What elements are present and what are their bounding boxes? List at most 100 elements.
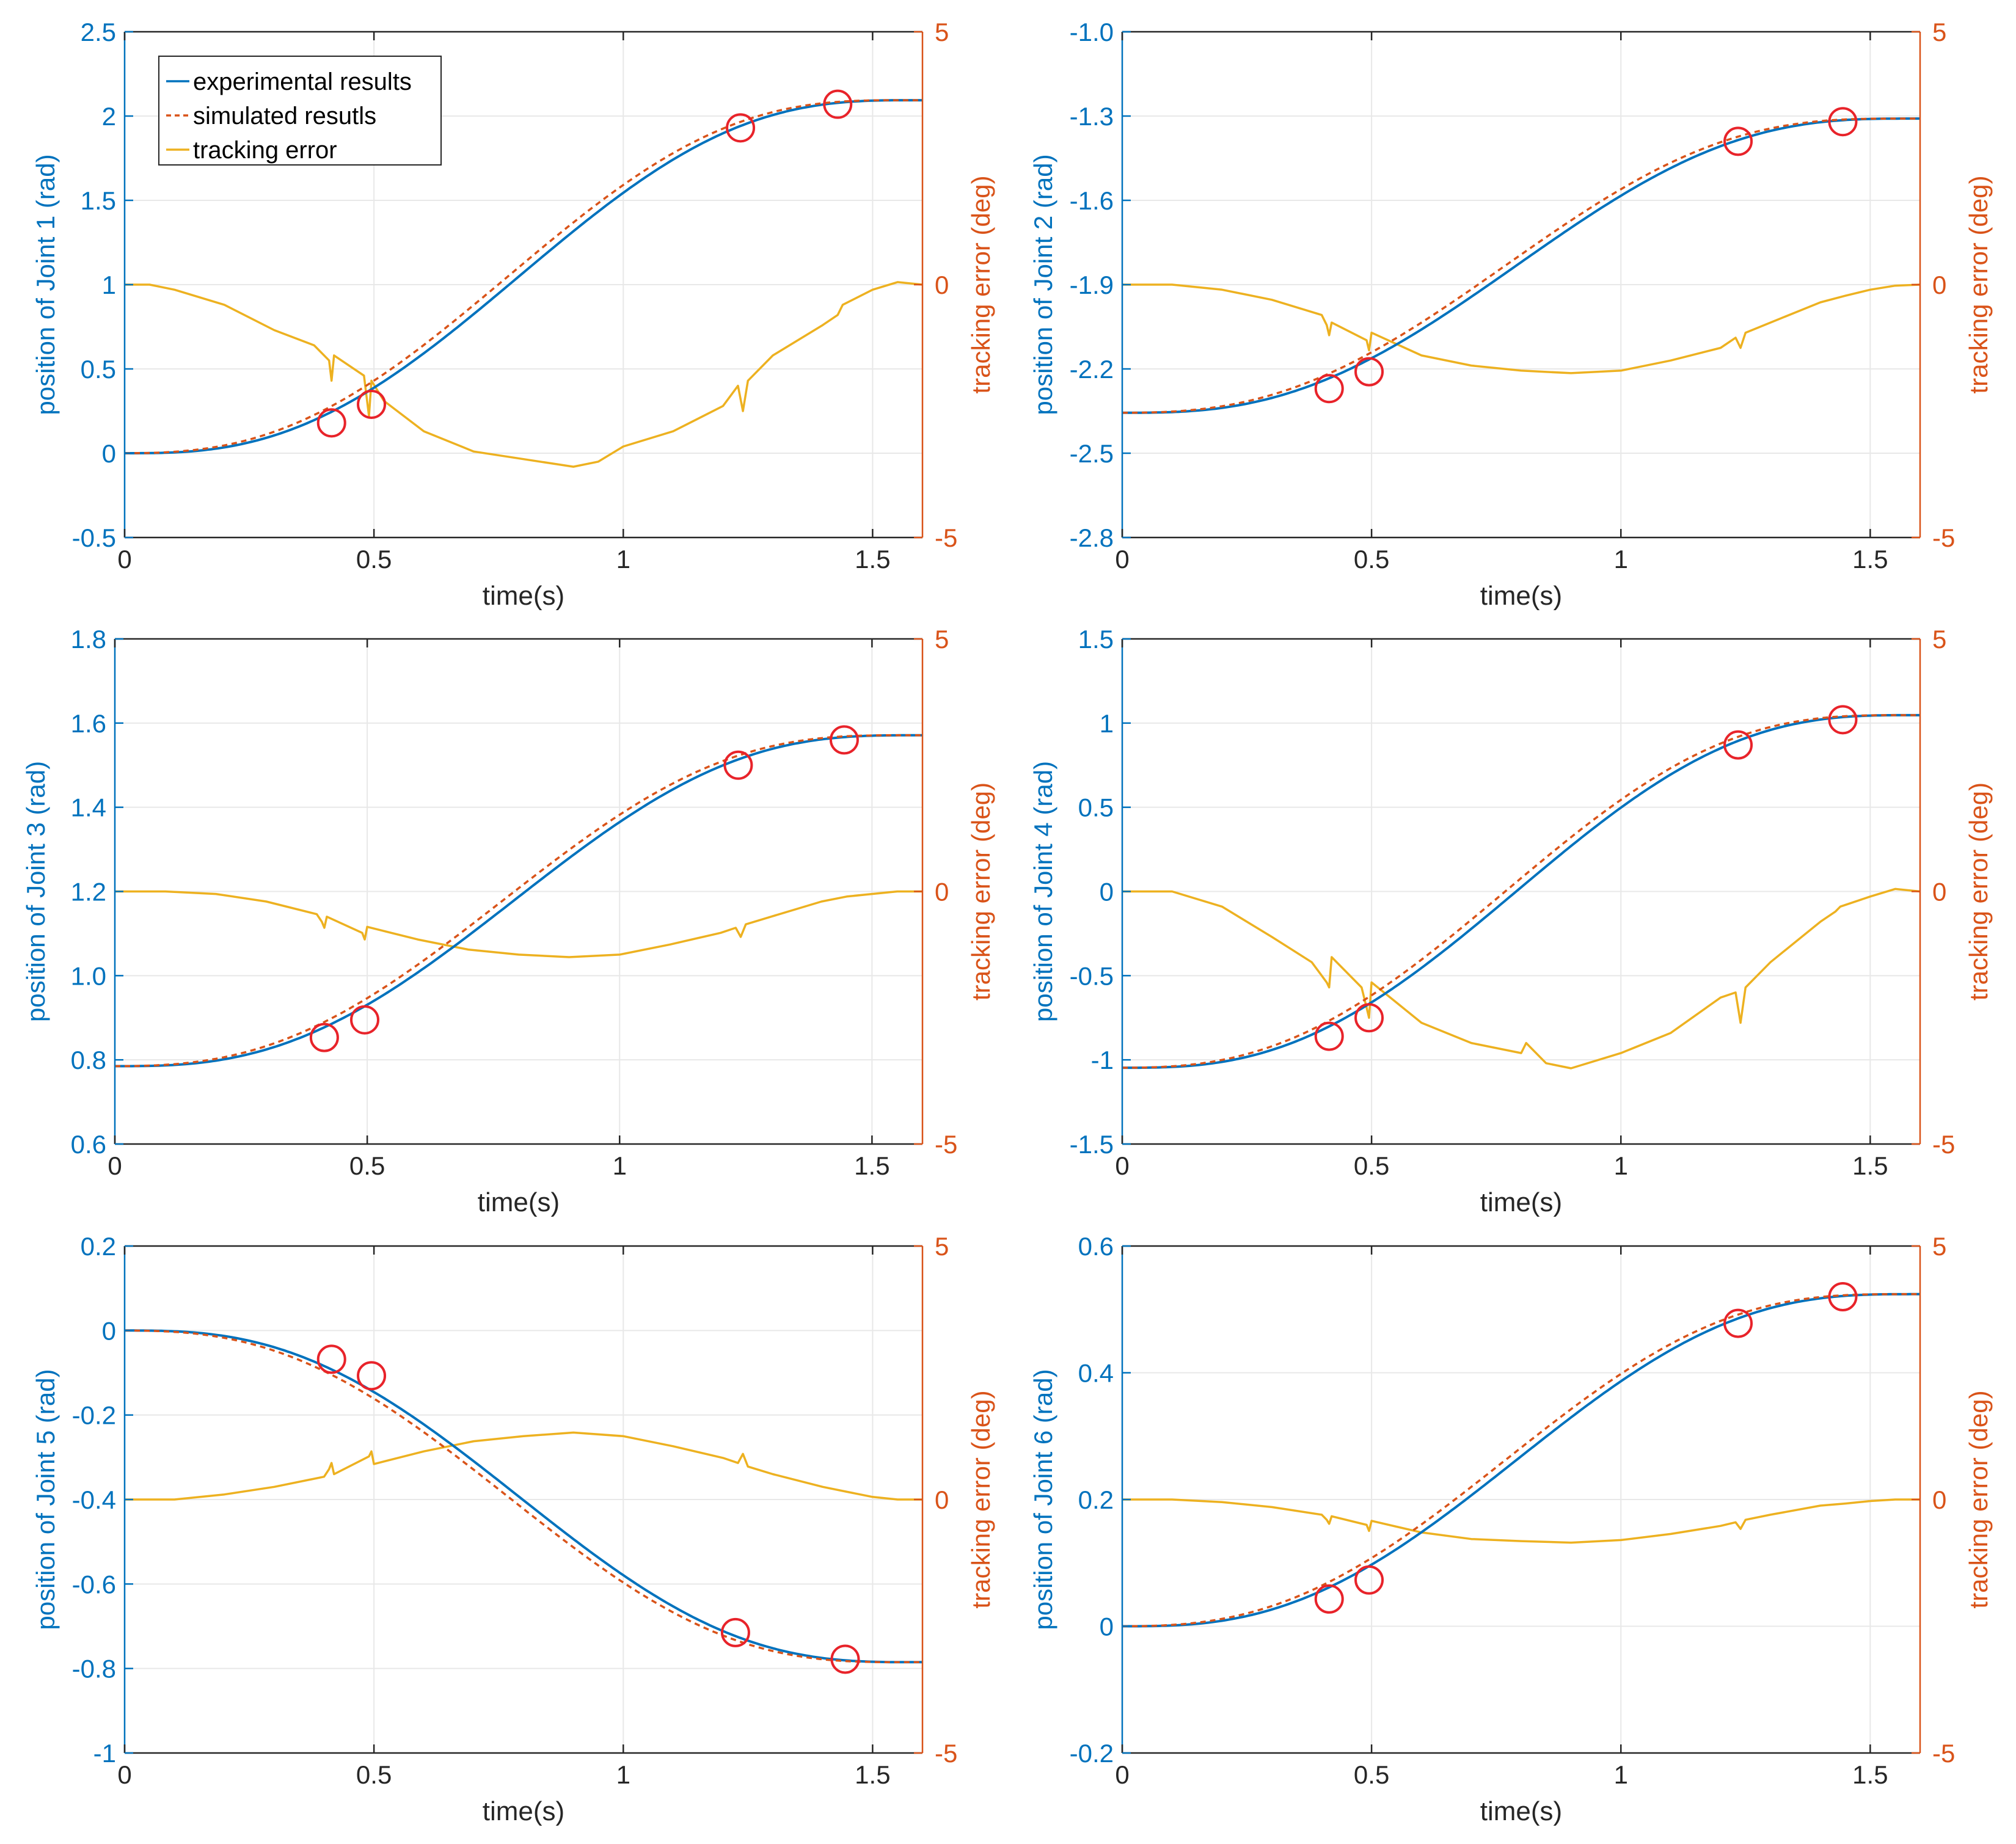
y-tick-label-right: 5 — [935, 1232, 949, 1261]
y-tick-label-left: 1.6 — [71, 709, 106, 738]
y-tick-label-left: 0.2 — [1078, 1485, 1114, 1514]
y-tick-label-left: 0.5 — [81, 355, 116, 384]
x-tick-label: 0 — [1115, 545, 1129, 574]
x-tick-label: 1.5 — [855, 545, 890, 574]
x-tick-label: 1.5 — [1852, 1760, 1888, 1789]
series-tracking-error — [1122, 1498, 1920, 1544]
y-tick-label-right: -5 — [1932, 1739, 1955, 1768]
series-simulated-results — [1122, 117, 1920, 414]
highlight-marker-4 — [830, 1644, 860, 1674]
x-tick-label: 0 — [1115, 1151, 1129, 1180]
x-tick-label: 1 — [613, 1151, 627, 1180]
series-simulated-results — [115, 734, 922, 1068]
x-axis-label: time(s) — [478, 1187, 560, 1217]
x-tick-label: 1 — [1614, 1151, 1628, 1180]
y-tick-label-right: 0 — [1932, 1485, 1946, 1514]
y-tick-label-left: 0.6 — [71, 1130, 106, 1159]
y-tick-label-left: 0.5 — [1078, 793, 1114, 822]
panel-joint-5: 0 0.5 1 1.5 -1 -0.8 -0.6 -0.4 -0.2 0 0.2 -5 0 5 time(s… — [31, 1232, 995, 1826]
y-tick-label-left: 0 — [102, 1316, 116, 1345]
x-tick-label: 0.5 — [1354, 545, 1389, 574]
highlight-marker-4 — [1828, 1282, 1858, 1311]
y-tick-label-left: -0.4 — [72, 1485, 116, 1514]
x-axis-label: time(s) — [483, 1796, 564, 1826]
y-tick-label-left: 0 — [102, 439, 116, 468]
y-tick-label-left: 1 — [1100, 709, 1114, 738]
highlight-marker-3 — [1723, 1308, 1753, 1338]
y-tick-label-left: 0.4 — [1078, 1359, 1114, 1388]
y-tick-label-left: 1.2 — [71, 878, 106, 906]
panel-joint-3: 0 0.5 1 1.5 0.6 0.8 1.0 1.2 1.4 1.6 1.8 -5 0 5 time(s)… — [21, 625, 995, 1217]
highlight-marker-2 — [1354, 1003, 1384, 1033]
y-tick-label-left: -0.5 — [72, 523, 116, 552]
highlight-marker-3 — [1723, 730, 1753, 760]
panel-joint-4: 0 0.5 1 1.5 -1.5 -1 -0.5 0 0.5 1 1.5 -5 0 5 time(s) pos… — [1029, 625, 1993, 1217]
y-tick-label-right: -5 — [1932, 1130, 1955, 1159]
x-tick-label: 0.5 — [356, 1760, 392, 1789]
y-axis-label-right: tracking error (deg) — [1964, 1390, 1993, 1608]
y-axis-label-left: position of Joint 6 (rad) — [1029, 1369, 1057, 1630]
panel-joint-6: 0 0.5 1 1.5-0.200.20.40.6-505time(s)positio… — [1029, 1232, 1993, 1826]
y-tick-label-right: -5 — [935, 1739, 957, 1768]
legend-label-3: tracking error — [193, 137, 337, 164]
y-tick-label-left: 1.0 — [71, 961, 106, 990]
highlight-marker-3 — [726, 113, 756, 143]
y-tick-label-left: 0 — [1100, 1613, 1114, 1641]
series-simulated-results — [125, 99, 922, 454]
series-experimental-results — [125, 99, 922, 454]
y-tick-label-left: -1 — [93, 1739, 116, 1768]
y-axis-label-left: position of Joint 2 (rad) — [1029, 154, 1057, 415]
highlight-marker-1 — [316, 1344, 346, 1374]
x-tick-label: 1 — [1614, 1760, 1628, 1789]
y-tick-label-left: 2.5 — [81, 18, 116, 46]
y-tick-label-right: 0 — [935, 1485, 949, 1514]
y-tick-label-left: -0.2 — [1070, 1739, 1114, 1768]
y-tick-label-left: 2 — [102, 102, 116, 131]
series-tracking-error — [1122, 887, 1921, 1070]
highlight-marker-4 — [1828, 705, 1858, 735]
y-tick-label-right: 5 — [1932, 18, 1946, 46]
highlight-marker-3 — [720, 1617, 750, 1647]
y-axis-label-right: tracking error (deg) — [1964, 782, 1993, 1000]
x-tick-label: 1 — [616, 1760, 630, 1789]
highlight-marker-2 — [357, 389, 387, 419]
highlight-marker-1 — [1314, 1021, 1344, 1051]
y-tick-label-right: 5 — [935, 625, 949, 654]
y-tick-label-right: 0 — [935, 271, 949, 299]
x-axis-label: time(s) — [1480, 1187, 1562, 1217]
y-tick-label-left: 0.8 — [71, 1046, 106, 1074]
y-tick-label-right: 5 — [1932, 625, 1946, 654]
x-tick-label: 1.5 — [1852, 545, 1888, 574]
y-tick-label-left: -2.8 — [1070, 523, 1114, 552]
y-axis-label-right: tracking error (deg) — [966, 175, 995, 393]
y-tick-label-right: 0 — [935, 878, 949, 906]
y-tick-label-left: 1.5 — [1078, 625, 1114, 654]
y-tick-label-left: -0.2 — [72, 1401, 116, 1430]
y-axis-label-left: position of Joint 4 (rad) — [1029, 761, 1057, 1022]
series-simulated-results — [1122, 714, 1920, 1069]
highlight-marker-4 — [829, 725, 859, 755]
y-tick-label-left: -1.3 — [1070, 102, 1114, 131]
y-tick-label-left: -1.0 — [1070, 18, 1114, 46]
series-experimental-results — [115, 734, 922, 1068]
y-tick-label-left: 1.4 — [71, 793, 106, 822]
x-axis-label: time(s) — [1480, 581, 1562, 611]
series-tracking-error — [1122, 283, 1921, 374]
legend-box — [158, 56, 442, 166]
series-experimental-results — [1122, 117, 1920, 414]
series-experimental-results — [1122, 1292, 1920, 1628]
x-tick-label: 1 — [1614, 545, 1628, 574]
y-tick-label-left: 1.8 — [71, 625, 106, 654]
legend-label-2: simulated resutls — [193, 103, 376, 129]
series-tracking-error — [125, 1431, 922, 1501]
highlight-marker-1 — [1314, 1584, 1344, 1614]
y-axis-label-left: position of Joint 5 (rad) — [31, 1369, 60, 1630]
x-tick-label: 0.5 — [1354, 1760, 1389, 1789]
y-tick-label-left: 1.5 — [81, 186, 116, 215]
highlight-marker-4 — [823, 89, 853, 119]
x-tick-label: 0 — [108, 1151, 122, 1180]
legend: experimental results simulated resutls tra… — [158, 56, 442, 166]
panel-joint-1: 0 0.5 1 1.5-0.500.511.522.5-505time(s)posit… — [31, 18, 995, 611]
series-experimental-results — [125, 1329, 922, 1664]
